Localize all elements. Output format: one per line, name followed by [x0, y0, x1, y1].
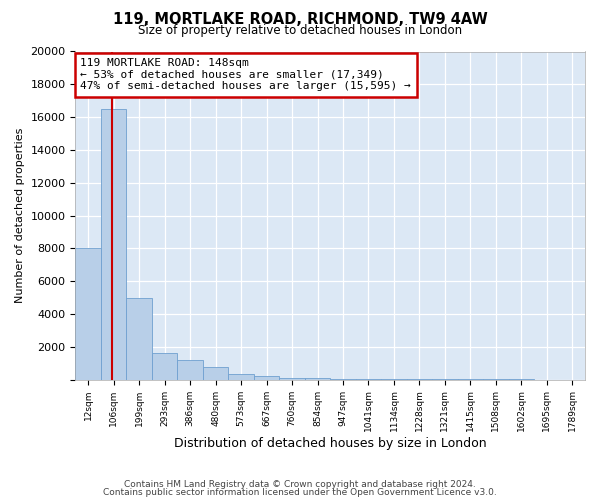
Bar — [203, 368, 228, 380]
Bar — [178, 360, 203, 380]
Text: Contains HM Land Registry data © Crown copyright and database right 2024.: Contains HM Land Registry data © Crown c… — [124, 480, 476, 489]
X-axis label: Distribution of detached houses by size in London: Distribution of detached houses by size … — [174, 437, 487, 450]
Text: Size of property relative to detached houses in London: Size of property relative to detached ho… — [138, 24, 462, 37]
Bar — [330, 378, 356, 380]
Bar — [254, 376, 279, 380]
Text: Contains public sector information licensed under the Open Government Licence v3: Contains public sector information licen… — [103, 488, 497, 497]
Bar — [127, 298, 152, 380]
Bar — [76, 248, 101, 380]
Text: 119, MORTLAKE ROAD, RICHMOND, TW9 4AW: 119, MORTLAKE ROAD, RICHMOND, TW9 4AW — [113, 12, 487, 28]
Bar — [305, 378, 330, 380]
Bar — [101, 109, 127, 380]
Bar — [152, 354, 178, 380]
Y-axis label: Number of detached properties: Number of detached properties — [15, 128, 25, 303]
Bar — [356, 379, 381, 380]
Bar — [228, 374, 254, 380]
Bar — [279, 378, 305, 380]
Text: 119 MORTLAKE ROAD: 148sqm
← 53% of detached houses are smaller (17,349)
47% of s: 119 MORTLAKE ROAD: 148sqm ← 53% of detac… — [80, 58, 411, 92]
